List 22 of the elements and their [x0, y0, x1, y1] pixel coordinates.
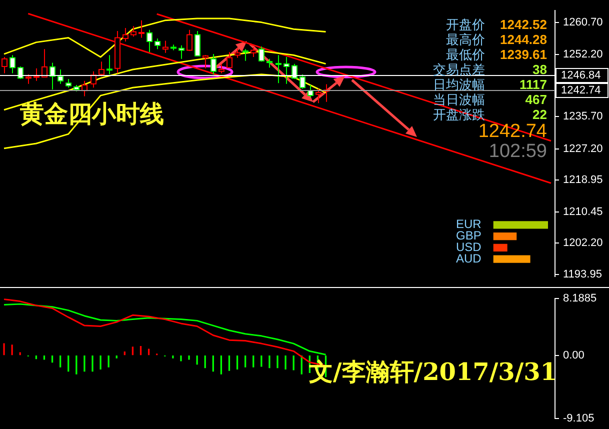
ref-line-label: 1246.84: [561, 70, 601, 82]
y-tick-label: 1235.70: [563, 110, 603, 123]
annotation: 开盘价 1242.52: [446, 17, 547, 32]
annotation: 最高价 1244.28: [446, 32, 547, 47]
y-tick-label: 1218.95: [563, 174, 603, 186]
y-tick-label: 1252.20: [563, 48, 603, 60]
y-tick-label: 1260.70: [563, 16, 603, 28]
y-tick-label: 1210.45: [563, 206, 603, 218]
text: 当日波幅 467: [433, 92, 547, 107]
text: 日均波幅 1117: [433, 77, 547, 92]
ref-line-label: 1242.74: [561, 84, 601, 97]
y-tick-label: 1193.95: [563, 268, 602, 280]
y-tick-label: 8.1885: [563, 292, 597, 305]
y-tick-label: -9.105: [563, 412, 594, 424]
text: 交易点差 38: [433, 62, 547, 77]
y-tick-label: GBP: [456, 228, 482, 243]
y-tick-label: 1202.20: [563, 237, 603, 250]
annotation: 最低价 1239.61: [446, 47, 547, 62]
y-tick-label: 0.00: [563, 349, 584, 362]
y-tick-label: EUR: [456, 217, 482, 232]
y-tick-label: 1227.20: [563, 142, 603, 155]
annotation: 102:59: [488, 141, 547, 162]
